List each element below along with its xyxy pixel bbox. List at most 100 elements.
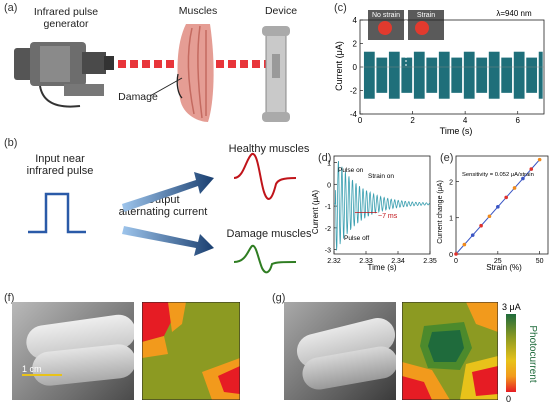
- chart-e-plot-area: 0 25 50 0 1 2: [449, 155, 549, 265]
- muscle-illustration: [176, 24, 214, 122]
- chart-d-xlabel: Time (s): [367, 263, 396, 272]
- chart-c-series: [363, 51, 543, 99]
- generator-label: Infrared pulse generator: [6, 6, 126, 30]
- chart-c-segment: [476, 57, 488, 93]
- chart-c-segment: [526, 57, 538, 93]
- chart-c-xtick-label: 2: [410, 116, 415, 125]
- damage-muscles-label: Damage muscles: [226, 228, 312, 240]
- chart-e-xtick-label: 50: [536, 258, 544, 265]
- chart-d-xtick-label: 2.34: [391, 258, 405, 265]
- chart-c-plot-area: 0 2 4 6 -4 -2 0 2 4: [350, 16, 545, 125]
- chart-e-point: [470, 233, 475, 237]
- chart-c-ytick-label: 4: [353, 16, 358, 25]
- chart-c-segment: [438, 51, 450, 99]
- chart-c-segment: [463, 51, 475, 99]
- chart-c-segment: [401, 57, 413, 93]
- chart-d-xtick-label: 2.33: [359, 258, 373, 265]
- photo-f-fingers: 1 cm: [12, 302, 134, 400]
- chart-c-xtick-label: 0: [358, 116, 363, 125]
- laser-beam-left: [118, 60, 174, 68]
- chart-c-segment: [413, 51, 425, 99]
- muscles-label: Muscles: [178, 5, 218, 17]
- chart-c-ytick-label: 0: [353, 63, 358, 72]
- damage-label: Damage: [118, 91, 158, 103]
- panel-g-label: (g): [272, 292, 286, 304]
- heatmap-g: [402, 302, 498, 400]
- chart-c: No strain Strain λ=940 nm 0 2 4 6 -4 -2 0 2 4 Cu…: [334, 9, 545, 136]
- chart-e-point: [537, 157, 542, 162]
- chart-e-ytick-label: 0: [449, 252, 453, 259]
- panel-b-label: (b): [4, 137, 18, 149]
- chart-c-segment: [363, 51, 375, 99]
- chart-c-segment: [376, 57, 388, 93]
- pulse-off-label: Pulse off: [344, 235, 369, 242]
- chart-c-ytick-label: 2: [353, 40, 358, 49]
- chart-c-segment: [426, 57, 438, 93]
- healthy-waveform: [233, 153, 297, 200]
- output-current-line2: alternating current: [118, 206, 208, 218]
- chart-d: 2.32 2.33 2.34 2.35 -3 -2 -1 0 1 Pulse on Strain…: [312, 155, 437, 272]
- chart-e-point: [454, 252, 458, 256]
- inset-no-strain: No strain: [368, 10, 404, 40]
- input-pulse-line2: infrared pulse: [26, 165, 94, 177]
- inset-strain-label: Strain: [417, 12, 435, 19]
- chart-c-segment: [388, 51, 400, 99]
- chart-e-point: [521, 176, 525, 181]
- chart-c-ytick-label: -4: [350, 110, 358, 119]
- chart-e-xtick-label: 0: [454, 258, 458, 265]
- square-pulse-icon: [28, 192, 86, 234]
- device-label: Device: [264, 5, 298, 17]
- chart-e-frame: [455, 155, 549, 255]
- panel-c-label: (c): [334, 2, 347, 14]
- chart-c-segment: [488, 51, 500, 99]
- wavelength-label: λ=940 nm: [496, 9, 532, 18]
- chart-e-point: [496, 205, 500, 209]
- generator-label-line1: Infrared pulse: [33, 6, 99, 18]
- chart-e-ylabel: Current change (μA): [437, 180, 444, 244]
- chart-d-plot-area: 2.32 2.33 2.34 2.35 -3 -2 -1 0 1: [325, 155, 437, 265]
- chart-c-ytick-label: -2: [350, 87, 358, 96]
- chart-d-ylabel: Current (μA): [312, 190, 320, 235]
- chart-d-xtick-label: 2.35: [423, 258, 437, 265]
- heatmap-f: [142, 302, 240, 400]
- chart-d-ytick-label: 0: [327, 182, 331, 189]
- chart-d-ytick-label: 1: [327, 161, 331, 168]
- device-illustration: [262, 26, 290, 122]
- laser-beam-right: [216, 60, 270, 68]
- chart-d-xtick-label: 2.32: [327, 258, 341, 265]
- panel-b-diagram: [28, 153, 297, 274]
- chart-c-segment: [513, 51, 525, 99]
- pulse-on-label: Pulse on: [338, 167, 364, 174]
- panel-a-illustration: [14, 24, 290, 122]
- colorbar: 3 μA 0 Photocurrent: [502, 302, 538, 404]
- chart-e-xtick-label: 25: [494, 258, 502, 265]
- chart-c-ylabel: Current (μA): [334, 41, 344, 91]
- chart-c-segment: [538, 51, 543, 99]
- delay-label: ~7 ms: [378, 213, 398, 220]
- colorbar-min: 0: [506, 394, 511, 404]
- colorbar-max: 3 μA: [502, 302, 521, 312]
- arrow-down-icon: [122, 226, 214, 256]
- sensitivity-label: Sensitivity = 0.052 μA/strain: [462, 172, 534, 178]
- damage-waveform: [233, 244, 297, 274]
- chart-d-ytick-label: -3: [325, 248, 331, 255]
- chart-d-series: [334, 160, 431, 251]
- chart-e-point: [462, 242, 467, 247]
- arrow-up-icon: [122, 172, 214, 212]
- healthy-muscles-label: Healthy muscles: [228, 143, 310, 155]
- damage-pointer: [149, 77, 183, 97]
- chart-c-xlabel: Time (s): [440, 126, 473, 136]
- chart-e-point: [479, 223, 483, 228]
- chart-d-ytick-label: -1: [325, 204, 331, 211]
- chart-e-ytick-label: 1: [449, 216, 453, 223]
- chart-d-ytick-label: -2: [325, 226, 331, 233]
- panel-a-label: (a): [4, 2, 18, 14]
- panel-f-label: (f): [4, 292, 15, 304]
- chart-e-point: [504, 195, 508, 200]
- chart-e-xlabel: Strain (%): [486, 263, 522, 272]
- chart-e: 0 25 50 0 1 2 Sensitivity = 0.052 μA/strain C…: [437, 155, 549, 272]
- chart-e-point: [487, 214, 492, 219]
- pulse-generator-illustration: [14, 42, 114, 108]
- scale-bar-label: 1 cm: [22, 364, 42, 374]
- colorbar-title: Photocurrent: [527, 325, 538, 382]
